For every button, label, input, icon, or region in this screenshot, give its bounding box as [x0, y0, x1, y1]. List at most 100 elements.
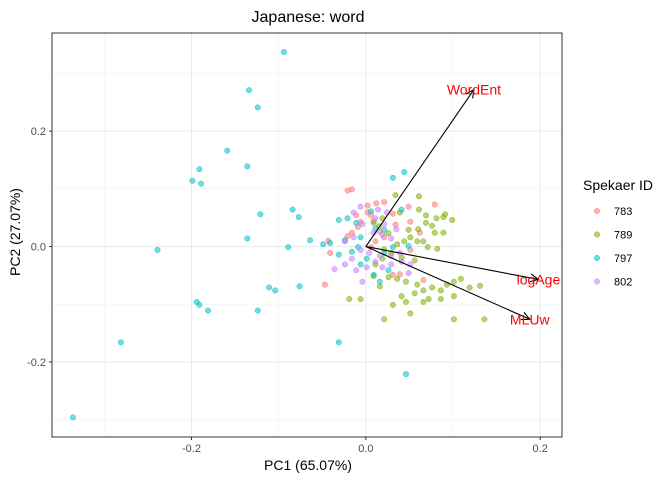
x-tick-label: 0.2: [533, 443, 548, 455]
data-point-789: [429, 284, 436, 291]
y-axis-title: PC2 (27.07%): [7, 188, 23, 276]
y-axis-ticks: -0.2 0.0 0.2: [27, 126, 52, 369]
data-point-802: [379, 231, 386, 238]
data-point-802: [372, 215, 379, 222]
data-point-789: [414, 238, 421, 245]
data-point-797: [327, 240, 334, 247]
data-point-789: [405, 226, 412, 233]
data-point-797: [69, 414, 76, 421]
data-point-789: [415, 226, 422, 233]
data-point-783: [321, 281, 328, 288]
data-point-797: [154, 247, 161, 253]
loading-arrow-MLUw: [365, 246, 530, 320]
data-point-789: [450, 293, 457, 300]
y-tick-label: -0.2: [27, 357, 46, 369]
data-point-797: [254, 307, 261, 314]
loading-arrowhead-MLUw: [520, 312, 531, 321]
data-point-802: [350, 209, 357, 216]
y-tick-label: 0.0: [31, 242, 46, 254]
data-point-797: [196, 166, 203, 173]
data-point-797: [246, 87, 252, 94]
data-point-789: [477, 282, 484, 289]
loading-arrowhead-logAge: [529, 273, 540, 283]
loading-label-logAge: logAge: [517, 271, 561, 287]
data-point-783: [372, 238, 379, 245]
data-point-789: [385, 274, 392, 281]
data-point-797: [272, 287, 279, 294]
data-point-789: [416, 193, 422, 200]
data-point-789: [357, 296, 364, 303]
y-tick-label: 0.2: [31, 126, 46, 138]
data-point-789: [346, 296, 353, 303]
data-point-789: [466, 284, 473, 291]
data-point-797: [307, 237, 314, 244]
data-point-802: [359, 278, 366, 285]
data-point-797: [370, 271, 377, 278]
data-point-789: [423, 212, 429, 219]
data-point-797: [196, 301, 203, 308]
data-point-789: [450, 316, 457, 323]
data-point-789: [389, 301, 396, 308]
data-point-789: [437, 287, 444, 294]
x-tick-label: -0.2: [182, 443, 201, 455]
data-point-802: [366, 249, 373, 256]
data-point-797: [285, 244, 292, 251]
data-point-797: [224, 147, 231, 154]
data-point-789: [414, 281, 421, 288]
data-point-789: [407, 310, 414, 317]
data-point-789: [434, 245, 441, 252]
data-point-797: [357, 261, 364, 268]
data-point-789: [481, 316, 488, 323]
data-point-797: [376, 278, 383, 285]
legend-key-789: [594, 231, 600, 238]
data-point-797: [244, 235, 251, 242]
data-point-797: [205, 307, 212, 314]
data-point-797: [353, 219, 360, 226]
legend-key-797: [594, 255, 600, 261]
data-point-797: [257, 211, 264, 218]
data-point-802: [388, 261, 395, 268]
data-point-789: [433, 215, 440, 222]
data-point-802: [388, 235, 395, 242]
data-point-789: [425, 296, 432, 303]
data-point-797: [117, 339, 124, 346]
legend-key-783: [594, 208, 600, 214]
data-point-802: [353, 267, 360, 274]
data-point-797: [335, 251, 342, 258]
data-point-797: [296, 283, 303, 290]
data-point-783: [364, 202, 371, 209]
data-point-789: [442, 211, 449, 218]
legend-label-802: 802: [614, 277, 632, 289]
grid-lines: [52, 33, 562, 437]
data-point-789: [411, 257, 418, 264]
data-point-802: [348, 255, 355, 262]
data-point-783: [431, 201, 438, 208]
data-point-789: [381, 316, 388, 323]
plot-panel: [52, 33, 562, 437]
data-point-789: [424, 244, 431, 251]
data-point-797: [401, 169, 408, 176]
data-point-789: [402, 278, 409, 285]
data-point-797: [385, 267, 392, 274]
x-axis-ticks: -0.2 0.0 0.2: [182, 437, 548, 455]
data-point-783: [405, 203, 412, 210]
data-point-789: [401, 238, 408, 245]
data-point-802: [405, 270, 412, 277]
data-point-797: [254, 104, 261, 111]
data-point-783: [396, 271, 403, 278]
plot-area: WordEnt logAge MLUw: [51, 32, 563, 438]
data-point-789: [398, 293, 405, 300]
data-point-802: [357, 247, 364, 253]
data-point-789: [407, 234, 414, 241]
legend-key-802: [594, 278, 600, 285]
data-point-802: [372, 258, 379, 265]
data-point-802: [331, 266, 338, 273]
data-point-789: [392, 192, 399, 199]
data-point-797: [402, 371, 409, 378]
data-point-797: [335, 339, 342, 346]
data-point-797: [244, 163, 251, 170]
data-point-797: [289, 206, 296, 213]
data-point-789: [449, 217, 456, 223]
data-point-789: [440, 229, 447, 236]
